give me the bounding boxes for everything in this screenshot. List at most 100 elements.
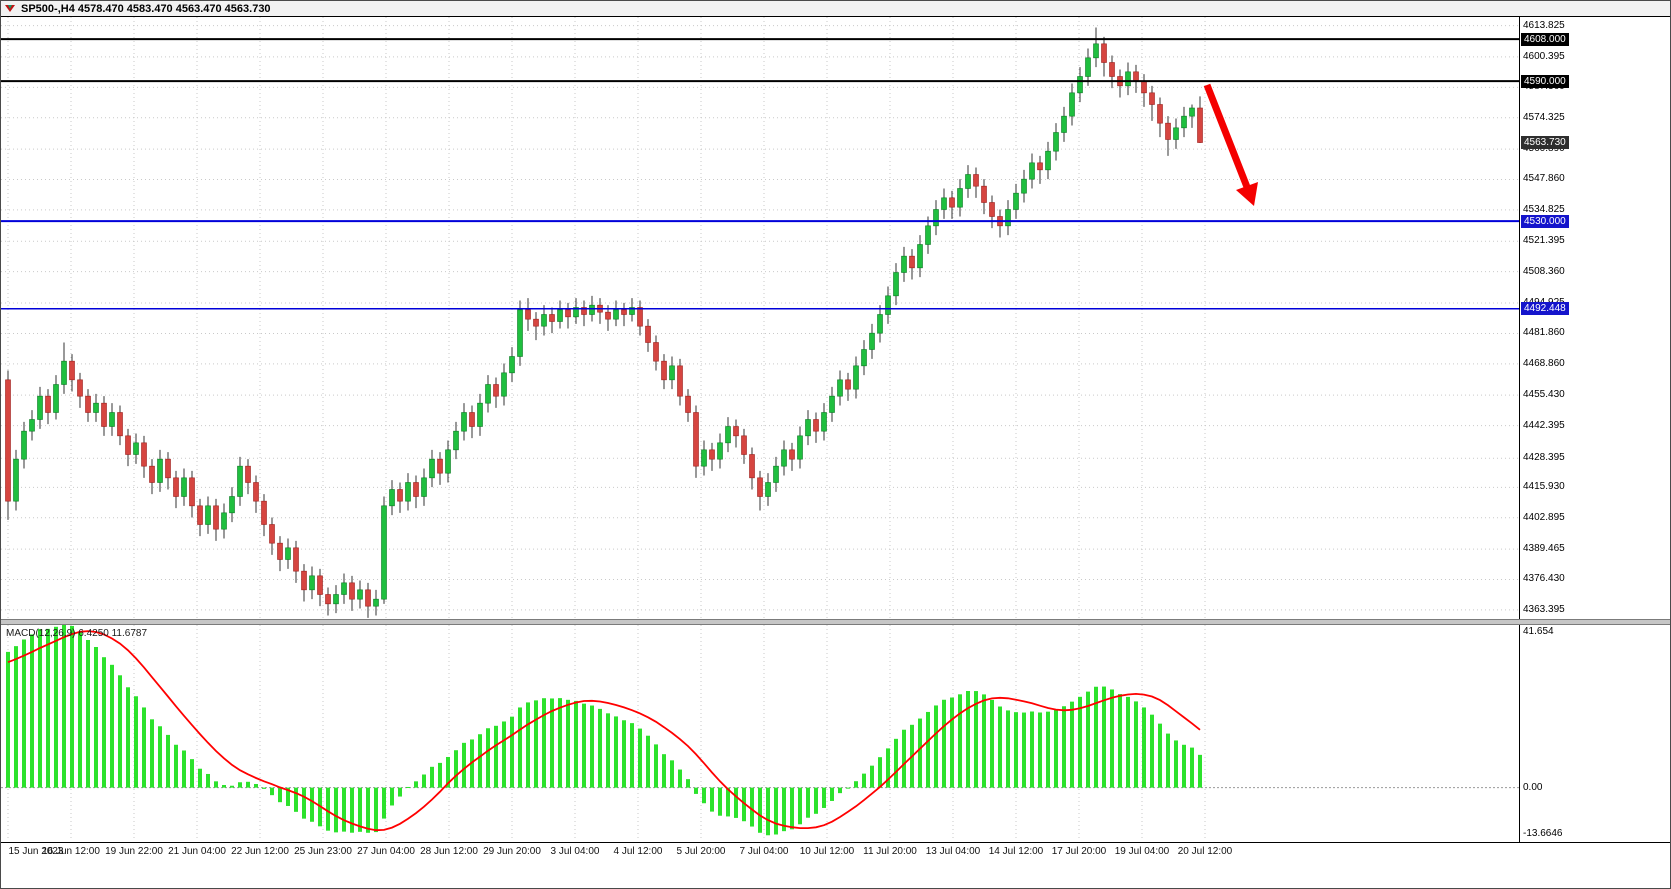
candle-body [781, 449, 787, 467]
candle-body [1093, 43, 1099, 59]
candle-body [157, 458, 163, 483]
time-tick-label: 29 Jun 20:00 [483, 846, 541, 857]
candle-body [709, 449, 715, 460]
candle-body [29, 419, 35, 432]
price-tick-label: 4574.325 [1523, 111, 1565, 123]
candle-body [453, 430, 459, 451]
price-tick-label: 4402.895 [1523, 511, 1565, 523]
candle-body [253, 482, 259, 502]
candle-body [357, 589, 363, 600]
candle-body [653, 342, 659, 362]
candle-body [1085, 57, 1091, 77]
price-tag: 4608.000 [1521, 32, 1569, 46]
candle-body [477, 402, 483, 427]
candle-body [101, 402, 107, 427]
candle-body [725, 426, 731, 444]
candle-body [1101, 43, 1107, 63]
candle-body [765, 482, 771, 497]
candle-body [1045, 150, 1051, 171]
macd-indicator-label: MACD(12,26,9) 6.4250 11.6787 [6, 628, 148, 639]
macd-axis-label: 0.00 [1523, 781, 1543, 793]
candle-body [53, 384, 59, 413]
price-tag: 4530.000 [1521, 214, 1569, 228]
time-tick-label: 21 Jun 04:00 [168, 846, 226, 857]
candle-body [173, 477, 179, 497]
time-tick-label: 19 Jun 22:00 [105, 846, 163, 857]
candle-body [469, 412, 475, 427]
trend-arrow-icon[interactable] [1203, 83, 1258, 206]
candle-body [861, 349, 867, 367]
candle-body [789, 449, 795, 460]
time-tick-label: 22 Jun 12:00 [231, 846, 289, 857]
candle-body [165, 458, 171, 479]
candle-body [445, 449, 451, 474]
time-tick-label: 13 Jul 04:00 [925, 846, 981, 857]
candle-body [405, 482, 411, 502]
candle-body [1125, 71, 1131, 87]
candle-body [517, 309, 523, 357]
candle-body [221, 512, 227, 530]
candle-body [829, 395, 835, 413]
candle-body [941, 197, 947, 210]
candle-body [669, 365, 675, 381]
candle-body [69, 360, 75, 381]
candle-body [373, 598, 379, 607]
candle-body [1157, 104, 1163, 124]
candle-body [749, 454, 755, 479]
candle-body [989, 202, 995, 217]
candle-body [461, 412, 467, 432]
candle-body [869, 332, 875, 350]
price-tick-label: 4389.465 [1523, 543, 1565, 555]
price-tick-label: 4415.930 [1523, 481, 1565, 493]
candle-body [1005, 209, 1011, 227]
time-tick-label: 3 Jul 04:00 [550, 846, 600, 857]
time-tick-label: 10 Jul 12:00 [799, 846, 855, 857]
candle-body [341, 582, 347, 595]
time-tick-label: 17 Jul 20:00 [1051, 846, 1107, 857]
candle-body [141, 442, 147, 467]
candle-body [853, 365, 859, 390]
candle-body [573, 307, 579, 318]
candle-body [933, 209, 939, 227]
candle-body [717, 442, 723, 460]
time-tick-label: 19 Jul 04:00 [1114, 846, 1170, 857]
price-tag: 4492.448 [1521, 302, 1569, 316]
candle-body [437, 458, 443, 474]
candle-body [333, 594, 339, 605]
candle-body [541, 314, 547, 327]
price-tick-label: 4363.395 [1523, 603, 1565, 615]
time-tick-label: 4 Jul 12:00 [613, 846, 663, 857]
time-tick-label: 25 Jun 23:00 [294, 846, 352, 857]
candle-body [877, 314, 883, 334]
candle-body [845, 379, 851, 390]
candle-body [917, 244, 923, 269]
candle-body [525, 309, 531, 320]
candle-body [77, 379, 83, 397]
candle-body [693, 412, 699, 467]
gridlines [1, 17, 1519, 841]
candle-body [1173, 127, 1179, 140]
pane-divider[interactable] [1, 619, 1670, 625]
candle-body [197, 505, 203, 525]
candle-body [613, 309, 619, 320]
candle-body [621, 309, 627, 315]
candle-body [261, 500, 267, 525]
candle-body [1021, 178, 1027, 194]
time-tick-label: 16 Jun 12:00 [42, 846, 100, 857]
price-tick-label: 4376.430 [1523, 573, 1565, 585]
candle-body [893, 272, 899, 297]
candle-body [757, 477, 763, 497]
chart-title: SP500-,H4 4578.470 4583.470 4563.470 456… [21, 2, 271, 15]
candle-body [229, 496, 235, 514]
candle-body [805, 419, 811, 437]
macd-histogram [6, 625, 1202, 836]
candle-body [981, 185, 987, 203]
candle-body [21, 430, 27, 460]
candle-body [213, 505, 219, 530]
time-tick-label: 11 Jul 20:00 [863, 846, 917, 857]
candle-body [485, 384, 491, 404]
candle-body [885, 295, 891, 315]
candle-body [285, 547, 291, 560]
